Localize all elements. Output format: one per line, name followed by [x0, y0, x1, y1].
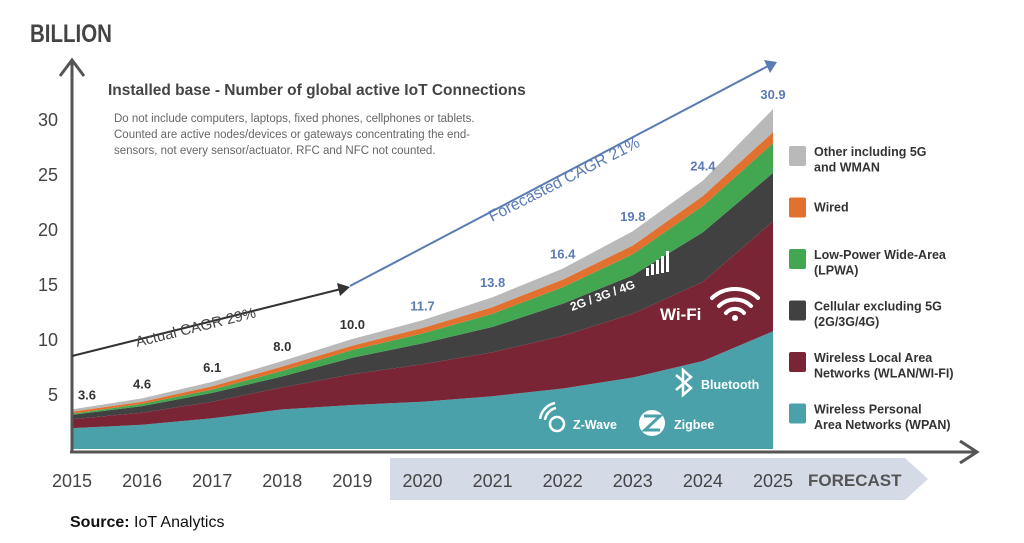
y-axis-arrow: [58, 57, 86, 77]
legend-label: Wireless Local Area: [814, 351, 933, 365]
legend-swatch: [789, 300, 806, 321]
total-label: 24.4: [690, 159, 716, 174]
legend-label: and WMAN: [814, 161, 880, 175]
total-label: 30.9: [760, 87, 785, 102]
area-wireless-local-area-networks-wlan-wi-fi-: [72, 221, 773, 429]
actual-cagr-label: Actual CAGR 29%: [134, 305, 258, 351]
x-tick-label: 2019: [332, 471, 372, 491]
total-label: 6.1: [203, 360, 221, 375]
legend-label: Wired: [814, 201, 849, 215]
y-tick-label: 15: [38, 275, 58, 295]
x-tick-label: 2022: [543, 471, 583, 491]
legend-label: Area Networks (WPAN): [814, 418, 951, 432]
wifi-icon: [710, 287, 760, 321]
legend-label: Other including 5G: [814, 145, 927, 159]
legend-label: Low-Power Wide-Area: [814, 248, 947, 262]
forecast-cagr-arrow: [349, 64, 771, 287]
x-tick-label: 2016: [122, 471, 162, 491]
total-label: 3.6: [78, 387, 96, 402]
y-tick-label: 30: [38, 110, 58, 130]
wifi-annotation: Wi-Fi: [660, 305, 701, 324]
total-label: 11.7: [410, 298, 435, 313]
x-tick-label: 2025: [753, 471, 793, 491]
legend-swatch: [789, 403, 806, 424]
total-label: 8.0: [273, 339, 291, 354]
total-label: 4.6: [133, 376, 151, 391]
x-tick-label: 2017: [192, 471, 232, 491]
y-tick-label: 10: [38, 330, 58, 350]
total-label: 13.8: [480, 275, 505, 290]
legend-label: (LPWA): [814, 264, 858, 278]
subtitle-line-1: Do not include computers, laptops, fixed…: [114, 113, 475, 125]
zwave-icon: [538, 401, 566, 433]
signal-bars-icon: [646, 251, 669, 276]
legend-label: Wireless Personal: [814, 403, 922, 417]
x-tick-label: 2021: [473, 471, 513, 491]
total-label: 19.8: [620, 209, 645, 224]
legend-item: Other including 5G and WMAN: [789, 145, 927, 175]
x-tick-label: 2023: [613, 471, 653, 491]
area-cellular-excluding-5g-2g-3g-4g-: [72, 172, 773, 420]
legend-item: Cellular excluding 5G(2G/3G/4G): [789, 300, 942, 329]
legend-swatch: [789, 249, 806, 269]
zigbee-icon: [639, 410, 665, 436]
zwave-annotation: Z-Wave: [573, 418, 617, 432]
legend-item: Wired: [789, 197, 849, 218]
actual-cagr-arrow: [71, 287, 346, 357]
forecast-band: [390, 458, 928, 500]
zigbee-annotation: Zigbee: [674, 418, 714, 432]
legend-label: (2G/3G/4G): [814, 315, 879, 329]
y-axis-label: BILLION: [30, 20, 112, 48]
legend-swatch: [789, 352, 806, 372]
forecast-label: FORECAST: [808, 471, 902, 490]
total-label: 10.0: [340, 317, 365, 332]
bluetooth-annotation: Bluetooth: [701, 378, 759, 392]
forecast-cagr-arrowhead: [764, 60, 777, 73]
y-tick-label: 25: [38, 165, 58, 185]
y-tick-label: 5: [48, 385, 58, 405]
x-tick-label: 2015: [52, 471, 92, 491]
legend-swatch: [789, 197, 806, 218]
bluetooth-icon: [675, 367, 693, 398]
actual-cagr-arrowhead: [337, 283, 350, 296]
subtitle-line-3: sensors, not every sensor/actuator. RFC …: [114, 145, 436, 157]
chart-title: Installed base - Number of global active…: [108, 82, 526, 99]
area-wireless-personal-area-networks-wpan-: [72, 331, 773, 449]
total-label: 16.4: [550, 247, 576, 262]
legend-label: Networks (WLAN/WI-FI): [814, 367, 954, 381]
y-tick-label: 20: [38, 220, 58, 240]
x-axis-arrow: [959, 439, 980, 465]
legend-swatch: [789, 146, 806, 166]
x-tick-label: 2018: [262, 471, 302, 491]
source-note: Source: IoT Analytics: [70, 514, 224, 531]
x-tick-label: 2024: [683, 471, 723, 491]
subtitle-line-2: Counted are active nodes/devices or gate…: [114, 129, 470, 141]
x-tick-label: 2020: [402, 471, 442, 491]
legend-label: Cellular excluding 5G: [814, 300, 942, 314]
legend-item: Low-Power Wide-Area (LPWA): [789, 248, 947, 278]
legend-item: Wireless Local Area Networks (WLAN/WI-FI): [789, 351, 954, 381]
